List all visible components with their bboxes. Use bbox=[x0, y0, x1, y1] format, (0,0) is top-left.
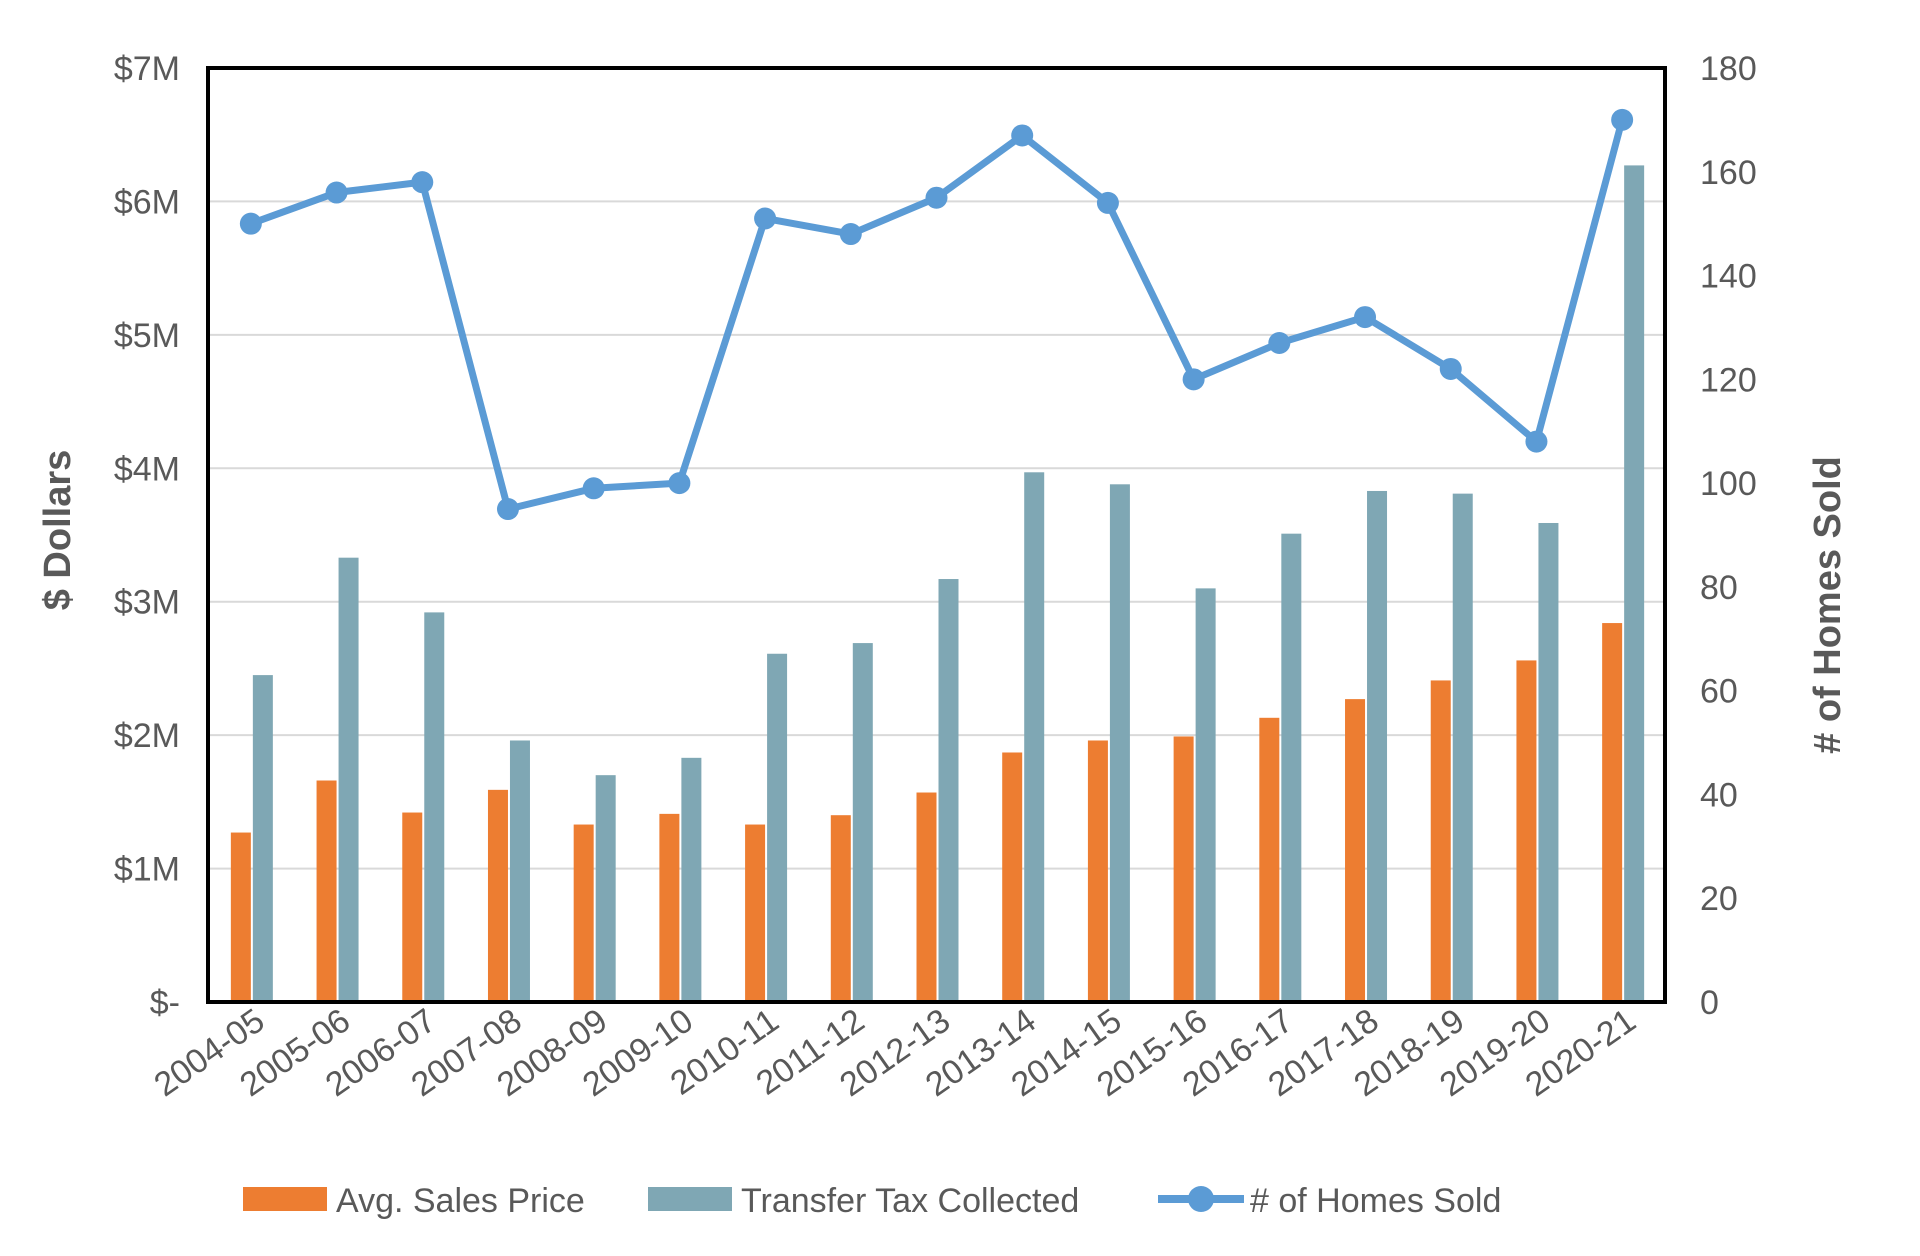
bar-transfer-tax-collected bbox=[1624, 165, 1645, 1003]
bar-transfer-tax-collected bbox=[1538, 522, 1559, 1002]
right-tick-label: 120 bbox=[1700, 361, 1757, 399]
point-homes-sold bbox=[925, 186, 948, 209]
legend-item-transfer-tax-collected: Transfer Tax Collected bbox=[648, 1182, 1079, 1220]
line-series bbox=[239, 108, 1634, 521]
bar-series bbox=[230, 165, 1645, 1003]
legend-label-transfer-tax-collected: Transfer Tax Collected bbox=[741, 1182, 1079, 1220]
bar-avg-sales-price bbox=[487, 789, 508, 1002]
point-homes-sold bbox=[1611, 108, 1634, 131]
bar-transfer-tax-collected bbox=[595, 775, 616, 1002]
legend-item-avg-sales-price: Avg. Sales Price bbox=[243, 1182, 585, 1220]
bar-avg-sales-price bbox=[230, 832, 251, 1002]
legend: Avg. Sales Price Transfer Tax Collected … bbox=[243, 1182, 1501, 1220]
bar-avg-sales-price bbox=[316, 780, 337, 1002]
bar-avg-sales-price bbox=[1087, 740, 1108, 1002]
bar-avg-sales-price bbox=[745, 824, 766, 1002]
right-tick-label: 140 bbox=[1700, 258, 1757, 296]
bar-transfer-tax-collected bbox=[424, 612, 445, 1002]
bar-transfer-tax-collected bbox=[1452, 493, 1473, 1002]
right-tick-label: 160 bbox=[1700, 154, 1757, 192]
bar-transfer-tax-collected bbox=[681, 757, 702, 1002]
line-path-homes-sold bbox=[249, 118, 1626, 513]
point-homes-sold bbox=[1011, 124, 1034, 147]
left-tick-label: $3M bbox=[114, 584, 180, 622]
bar-transfer-tax-collected bbox=[252, 675, 273, 1002]
bar-avg-sales-price bbox=[1173, 736, 1194, 1002]
left-tick-label: $- bbox=[150, 984, 180, 1022]
bar-transfer-tax-collected bbox=[852, 643, 873, 1002]
bar-transfer-tax-collected bbox=[1195, 588, 1216, 1002]
bar-avg-sales-price bbox=[916, 792, 937, 1002]
left-tick-label: $6M bbox=[114, 183, 180, 221]
point-homes-sold bbox=[1268, 332, 1291, 355]
legend-label-avg-sales-price: Avg. Sales Price bbox=[336, 1182, 585, 1220]
plot-area-border bbox=[206, 66, 1667, 1004]
bar-transfer-tax-collected bbox=[1024, 472, 1045, 1002]
left-tick-label: $7M bbox=[114, 50, 180, 88]
bar-avg-sales-price bbox=[1259, 717, 1280, 1002]
point-homes-sold bbox=[239, 212, 262, 235]
right-tick-label: 20 bbox=[1700, 880, 1738, 918]
bar-avg-sales-price bbox=[1602, 623, 1623, 1002]
left-tick-label: $2M bbox=[114, 717, 180, 755]
right-tick-label: 60 bbox=[1700, 673, 1738, 711]
bar-avg-sales-price bbox=[1002, 752, 1023, 1002]
point-homes-sold bbox=[1525, 430, 1548, 453]
right-tick-label: 100 bbox=[1700, 465, 1757, 503]
left-tick-label: $4M bbox=[114, 450, 180, 488]
bar-transfer-tax-collected bbox=[1109, 484, 1130, 1003]
right-tick-label: 40 bbox=[1700, 776, 1738, 814]
bar-transfer-tax-collected bbox=[938, 579, 959, 1002]
point-homes-sold bbox=[1096, 191, 1119, 214]
x-axis-ticks: 2004-052005-062006-072007-082008-092009-… bbox=[147, 1001, 1642, 1104]
point-homes-sold bbox=[1354, 306, 1377, 329]
point-homes-sold bbox=[325, 181, 348, 204]
legend-swatch-avg-sales-price bbox=[243, 1187, 327, 1211]
left-axis-ticks: $- $1M $2M $3M $4M $5M $6M $7M bbox=[114, 50, 180, 1022]
point-homes-sold bbox=[1182, 368, 1205, 391]
bar-avg-sales-price bbox=[659, 813, 680, 1002]
point-homes-sold bbox=[668, 472, 691, 495]
right-axis-title: # of Homes Sold bbox=[1807, 456, 1849, 754]
bar-transfer-tax-collected bbox=[1281, 533, 1302, 1002]
right-tick-label: 80 bbox=[1700, 569, 1738, 607]
bar-avg-sales-price bbox=[402, 812, 423, 1002]
left-tick-label: $5M bbox=[114, 317, 180, 355]
bar-avg-sales-price bbox=[1516, 660, 1537, 1002]
legend-swatch-transfer-tax-collected bbox=[648, 1187, 732, 1211]
point-homes-sold bbox=[839, 223, 862, 246]
point-homes-sold bbox=[582, 477, 605, 500]
bar-avg-sales-price bbox=[573, 824, 594, 1002]
point-homes-sold bbox=[411, 171, 434, 194]
bar-avg-sales-price bbox=[1430, 680, 1451, 1002]
left-axis-title: $ Dollars bbox=[37, 450, 79, 611]
left-tick-label: $1M bbox=[114, 851, 180, 889]
legend-item-homes-sold: # of Homes Sold bbox=[1158, 1182, 1501, 1220]
bar-avg-sales-price bbox=[1345, 699, 1366, 1002]
point-homes-sold bbox=[754, 207, 777, 230]
right-tick-label: 180 bbox=[1700, 50, 1757, 88]
bar-transfer-tax-collected bbox=[767, 653, 788, 1002]
bar-avg-sales-price bbox=[830, 815, 851, 1002]
bar-transfer-tax-collected bbox=[1367, 490, 1388, 1002]
point-homes-sold bbox=[1439, 357, 1462, 380]
point-homes-sold bbox=[496, 498, 519, 521]
right-axis-ticks: 0 20 40 60 80 100 120 140 160 180 bbox=[1700, 50, 1757, 1022]
legend-label-homes-sold: # of Homes Sold bbox=[1250, 1182, 1501, 1220]
bar-transfer-tax-collected bbox=[509, 740, 530, 1002]
bar-transfer-tax-collected bbox=[338, 557, 359, 1002]
legend-marker-homes-sold bbox=[1188, 1186, 1214, 1212]
right-tick-label: 0 bbox=[1700, 984, 1719, 1022]
